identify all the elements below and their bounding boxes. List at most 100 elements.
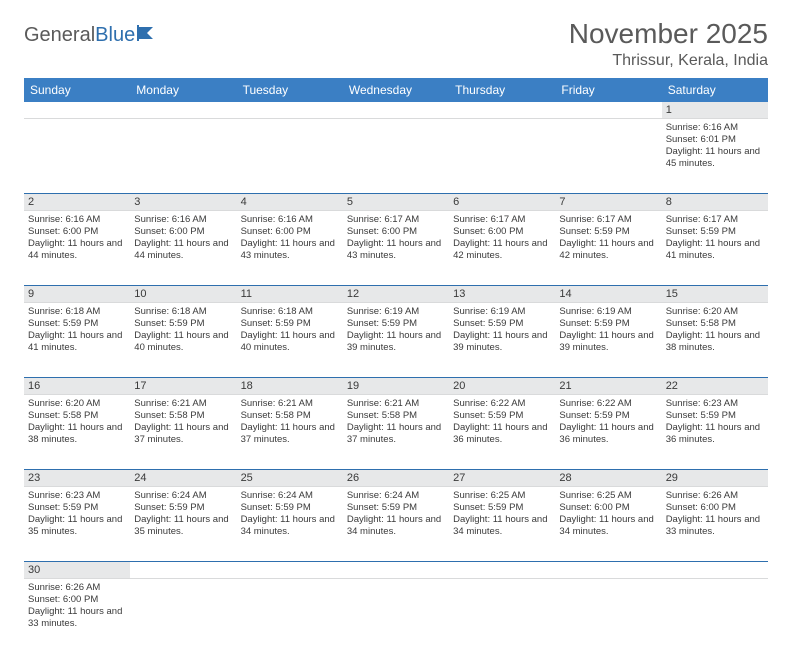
- sunset-label: Sunset: 5:59 PM: [666, 226, 764, 238]
- calendar-cell: Sunrise: 6:25 AMSunset: 5:59 PMDaylight:…: [449, 487, 555, 561]
- day-number: 5: [343, 194, 449, 210]
- sunrise-label: Sunrise: 6:20 AM: [666, 306, 764, 318]
- day-number: 12: [343, 286, 449, 302]
- daylight-label: Daylight: 11 hours and 36 minutes.: [453, 422, 551, 446]
- sunrise-label: Sunrise: 6:17 AM: [453, 214, 551, 226]
- daylight-label: Daylight: 11 hours and 35 minutes.: [134, 514, 232, 538]
- sunset-label: Sunset: 5:59 PM: [241, 318, 339, 330]
- cell-detail: Sunrise: 6:20 AMSunset: 5:58 PMDaylight:…: [28, 397, 126, 446]
- daylight-label: Daylight: 11 hours and 44 minutes.: [134, 238, 232, 262]
- day-number: 19: [343, 378, 449, 394]
- dow-saturday: Saturday: [662, 78, 768, 102]
- day-number: 9: [24, 286, 130, 302]
- daylight-label: Daylight: 11 hours and 36 minutes.: [666, 422, 764, 446]
- calendar-cell: Sunrise: 6:16 AMSunset: 6:01 PMDaylight:…: [662, 119, 768, 193]
- sunrise-label: Sunrise: 6:25 AM: [453, 490, 551, 502]
- calendar-row: Sunrise: 6:18 AMSunset: 5:59 PMDaylight:…: [24, 303, 768, 377]
- dow-monday: Monday: [130, 78, 236, 102]
- brand-logo: GeneralBlue: [24, 24, 159, 47]
- calendar-cell: Sunrise: 6:20 AMSunset: 5:58 PMDaylight:…: [662, 303, 768, 377]
- calendar-cell: [449, 119, 555, 193]
- day-number: [24, 102, 130, 118]
- dow-sunday: Sunday: [24, 78, 130, 102]
- daylight-label: Daylight: 11 hours and 34 minutes.: [559, 514, 657, 538]
- daylight-label: Daylight: 11 hours and 34 minutes.: [347, 514, 445, 538]
- day-number: 3: [130, 194, 236, 210]
- cell-detail: Sunrise: 6:18 AMSunset: 5:59 PMDaylight:…: [28, 305, 126, 354]
- brand-part1: General: [24, 24, 95, 47]
- day-number: 11: [237, 286, 343, 302]
- day-number: 20: [449, 378, 555, 394]
- cell-detail: Sunrise: 6:24 AMSunset: 5:59 PMDaylight:…: [134, 489, 232, 538]
- day-number: 1: [662, 102, 768, 118]
- sunset-label: Sunset: 5:59 PM: [453, 502, 551, 514]
- cell-detail: Sunrise: 6:16 AMSunset: 6:01 PMDaylight:…: [666, 121, 764, 170]
- flag-icon: [137, 24, 159, 47]
- sunset-label: Sunset: 5:58 PM: [241, 410, 339, 422]
- calendar-header: Sunday Monday Tuesday Wednesday Thursday…: [24, 78, 768, 102]
- sunrise-label: Sunrise: 6:16 AM: [241, 214, 339, 226]
- calendar-cell: [662, 579, 768, 653]
- day-number: [343, 562, 449, 578]
- day-number: 16: [24, 378, 130, 394]
- sunrise-label: Sunrise: 6:24 AM: [241, 490, 339, 502]
- day-number: [555, 102, 661, 118]
- calendar-cell: Sunrise: 6:19 AMSunset: 5:59 PMDaylight:…: [555, 303, 661, 377]
- calendar-cell: Sunrise: 6:21 AMSunset: 5:58 PMDaylight:…: [130, 395, 236, 469]
- sunset-label: Sunset: 5:59 PM: [134, 318, 232, 330]
- daylight-label: Daylight: 11 hours and 37 minutes.: [134, 422, 232, 446]
- calendar-row: Sunrise: 6:23 AM Sunset: 5:59 PM Daylight:…: [24, 487, 768, 561]
- daylight-label: Daylight: 11 hours and 39 minutes.: [347, 330, 445, 354]
- day-number: 29: [662, 470, 768, 486]
- day-number: 14: [555, 286, 661, 302]
- calendar-cell: [555, 579, 661, 653]
- cell-detail: Sunrise: 6:17 AMSunset: 5:59 PMDaylight:…: [666, 213, 764, 262]
- calendar-cell: Sunrise: 6:21 AMSunset: 5:58 PMDaylight:…: [237, 395, 343, 469]
- day-number: [555, 562, 661, 578]
- calendar-cell: Sunrise: 6:22 AMSunset: 5:59 PMDaylight:…: [555, 395, 661, 469]
- sunrise-label: Sunrise: 6:17 AM: [559, 214, 657, 226]
- cell-detail: Sunrise: 6:17 AMSunset: 6:00 PMDaylight:…: [347, 213, 445, 262]
- day-number: 30: [24, 562, 130, 578]
- day-number: 18: [237, 378, 343, 394]
- day-number: [449, 102, 555, 118]
- day-number: [237, 102, 343, 118]
- location-label: Thrissur, Kerala, India: [569, 52, 768, 70]
- sunrise-label: Sunrise: 6:21 AM: [241, 398, 339, 410]
- sunset-label: Sunset: 6:00 PM: [666, 502, 764, 514]
- calendar: Sunday Monday Tuesday Wednesday Thursday…: [24, 78, 768, 653]
- sunrise-label: Sunrise: 6:16 AM: [134, 214, 232, 226]
- sunrise-label: Sunrise: 6:16 AM: [666, 122, 764, 134]
- daynum-bar: 23242526272829: [24, 470, 768, 487]
- cell-detail: Sunrise: 6:21 AMSunset: 5:58 PMDaylight:…: [347, 397, 445, 446]
- sunrise-label: Sunrise: 6:23 AM: [666, 398, 764, 410]
- day-number: 4: [237, 194, 343, 210]
- calendar-cell: Sunrise: 6:25 AMSunset: 6:00 PMDaylight:…: [555, 487, 661, 561]
- daylight-label: Daylight: 11 hours and 37 minutes.: [347, 422, 445, 446]
- cell-detail: Sunrise: 6:24 AMSunset: 5:59 PMDaylight:…: [241, 489, 339, 538]
- day-number: 13: [449, 286, 555, 302]
- daylight-label: Daylight: 11 hours and 34 minutes.: [241, 514, 339, 538]
- daylight-label: Daylight: 11 hours and 42 minutes.: [453, 238, 551, 262]
- calendar-cell: Sunrise: 6:17 AMSunset: 5:59 PMDaylight:…: [662, 211, 768, 285]
- sunset-label: Sunset: 5:59 PM: [666, 410, 764, 422]
- sunset-label: Sunset: 6:00 PM: [559, 502, 657, 514]
- calendar-cell: Sunrise: 6:24 AMSunset: 5:59 PMDaylight:…: [237, 487, 343, 561]
- day-number: 22: [662, 378, 768, 394]
- daylight-label: Daylight: 11 hours and 36 minutes.: [559, 422, 657, 446]
- sunrise-label: Sunrise: 6:23 AM: [28, 490, 126, 502]
- sunset-label: Sunset: 6:00 PM: [241, 226, 339, 238]
- daynum-bar: 2345678: [24, 194, 768, 211]
- daylight-label: Daylight: 11 hours and 43 minutes.: [241, 238, 339, 262]
- cell-detail: Sunrise: 6:24 AMSunset: 5:59 PMDaylight:…: [347, 489, 445, 538]
- cell-detail: Sunrise: 6:23 AMSunset: 5:59 PMDaylight:…: [666, 397, 764, 446]
- day-number: 28: [555, 470, 661, 486]
- sunset-label: Sunset: 6:01 PM: [666, 134, 764, 146]
- day-number: [130, 562, 236, 578]
- calendar-cell: [24, 119, 130, 193]
- cell-detail: Sunrise: 6:19 AMSunset: 5:59 PMDaylight:…: [453, 305, 551, 354]
- calendar-cell: Sunrise: 6:23 AMSunset: 5:59 PMDaylight:…: [24, 487, 130, 561]
- cell-detail: Sunrise: 6:22 AMSunset: 5:59 PMDaylight:…: [559, 397, 657, 446]
- weeks-container: 1Sunrise: 6:16 AMSunset: 6:01 PMDaylight…: [24, 102, 768, 653]
- cell-detail: Sunrise: 6:18 AMSunset: 5:59 PMDaylight:…: [241, 305, 339, 354]
